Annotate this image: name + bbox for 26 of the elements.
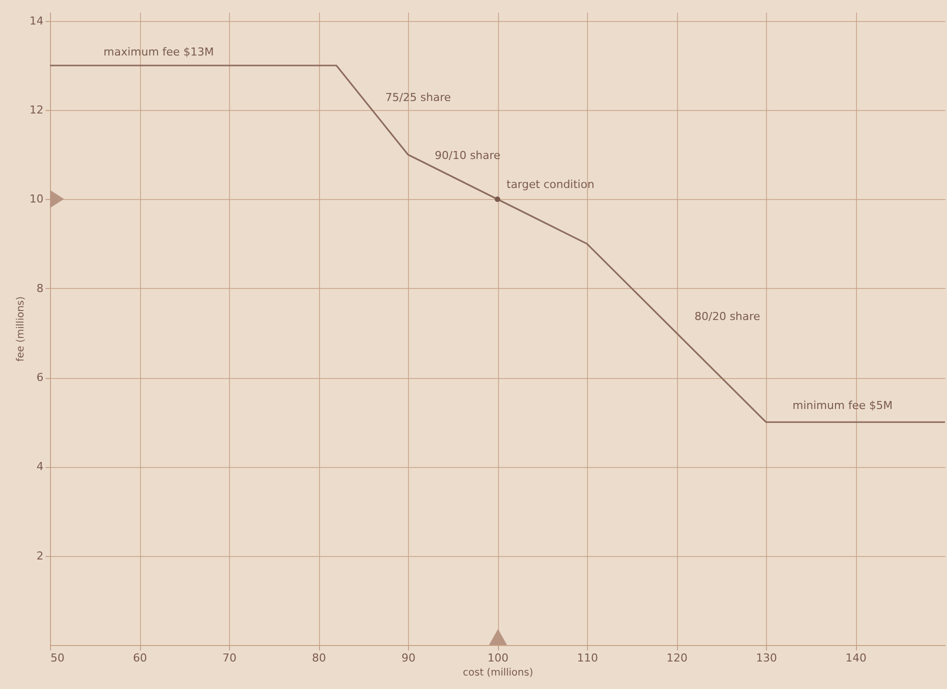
- x-tick-label: 120: [666, 652, 688, 664]
- annotation: 80/20 share: [694, 310, 760, 323]
- y-tick-label: 12: [30, 104, 44, 117]
- x-tick-label: 60: [133, 652, 147, 664]
- annotation: 75/25 share: [385, 91, 452, 104]
- y-tick-label: 14: [30, 14, 44, 28]
- x-tick-label: 110: [577, 652, 598, 664]
- y-tick-label: 4: [36, 460, 44, 474]
- x-tick-label: 140: [846, 652, 866, 664]
- y-axis-title: fee (millions): [16, 296, 27, 362]
- y-tick-label: 8: [36, 282, 44, 295]
- y-tick-label: 10: [30, 192, 44, 206]
- x-tick-label: 70: [222, 652, 236, 664]
- annotation: minimum fee $5M: [792, 399, 893, 412]
- annotation: maximum fee $13M: [104, 45, 214, 58]
- x-axis-title: cost (millions): [462, 668, 534, 678]
- x-tick-label: 90: [402, 652, 416, 664]
- x-tick-label: 130: [756, 652, 777, 664]
- x-tick-label: 50: [50, 652, 64, 664]
- annotation: target condition: [506, 178, 594, 192]
- x-tick-label: 80: [312, 652, 326, 664]
- annotation: 90/10 share: [434, 148, 501, 162]
- y-tick-label: 6: [36, 371, 44, 384]
- y-tick-label: 2: [36, 549, 44, 562]
- line-series: [49, 64, 946, 423]
- x-tick-label: 100: [488, 652, 508, 664]
